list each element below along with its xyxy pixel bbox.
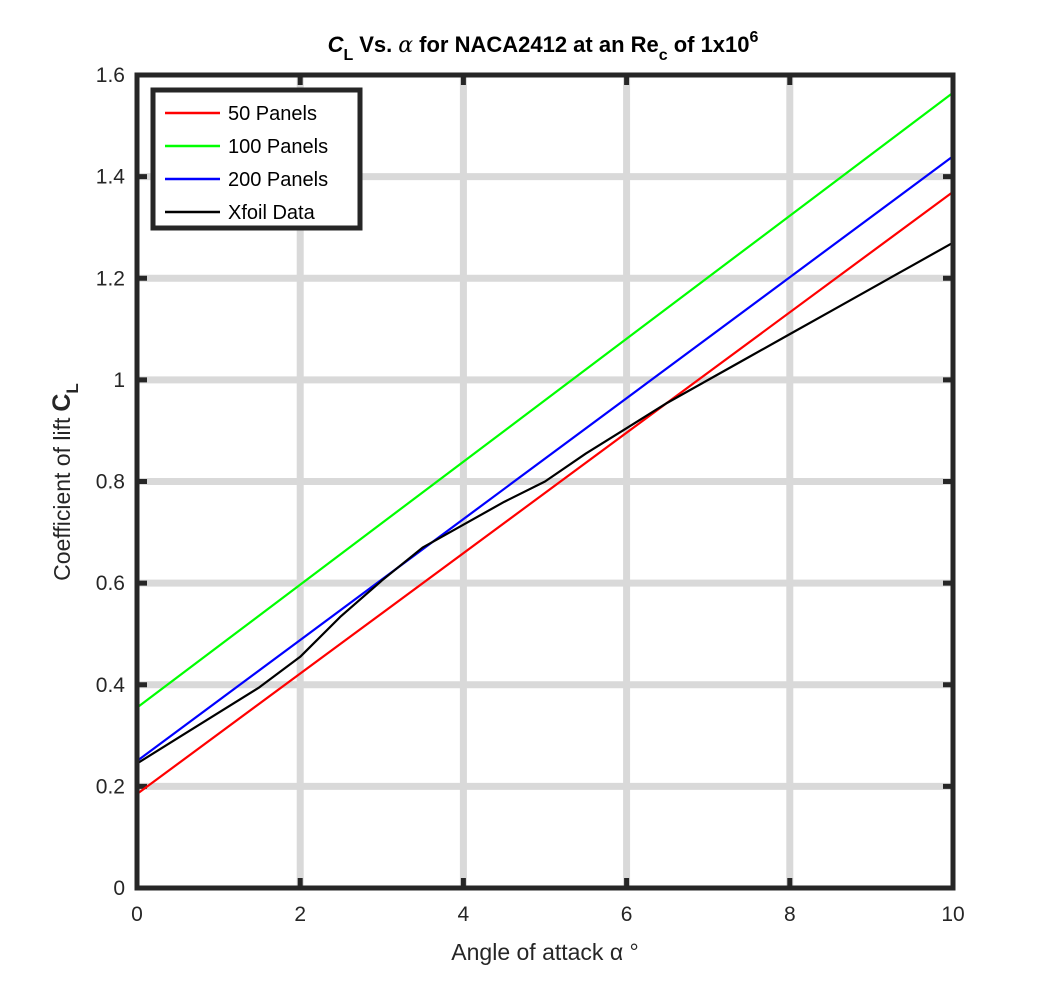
series-line-200-panels [136,155,954,762]
legend-label-xfoil-data: Xfoil Data [228,202,316,224]
y-axis-label-text: Coefficient of lift [49,417,75,581]
x-tick-label: 10 [941,903,964,926]
y-axis-label-symbol: C [48,394,76,412]
y-tick-label: 1.2 [96,267,125,290]
x-tick-label: 6 [621,903,633,926]
y-tick-label: 0.6 [96,572,125,595]
series-lines [136,91,954,795]
series-line-100-panels [136,91,954,709]
legend-label-100-panels: 100 Panels [228,136,328,158]
y-tick-label: 0.2 [96,775,125,798]
title-middle: for NACA2412 at an Re [419,32,659,57]
x-tick-label: 0 [131,903,143,926]
legend: 50 Panels 100 Panels 200 Panels Xfoil Data [150,87,363,231]
y-tick-label: 0.8 [96,471,125,494]
y-tick-label: 0.4 [96,674,126,697]
y-axis-label-subscript: L [63,383,82,393]
x-axis-label: Angle of attack α ° [451,939,638,965]
x-tick-label: 2 [294,903,306,926]
y-tick-label: 1.4 [96,166,126,189]
title-vs: Vs. [359,32,392,57]
series-line-xfoil-data [136,241,954,765]
title-exponent: 6 [750,29,759,46]
y-tick-label: 0 [113,877,125,900]
y-axis-label: Coefficient of lift CL [48,383,82,581]
title-alpha: α [398,33,413,58]
y-tick-label: 1 [113,369,125,392]
title-cl-subscript: L [343,47,353,64]
series-line-50-panels [136,190,954,795]
y-tick-label: 1.6 [96,64,125,87]
chart-title: CL Vs. α for NACA2412 at an Rec of 1x106 [328,29,759,64]
x-tick-label: 8 [784,903,796,926]
plot-frame [134,72,956,891]
title-cl-symbol: C [328,32,345,57]
legend-label-200-panels: 200 Panels [228,169,328,191]
title-of: of 1x10 [674,32,750,57]
title-re-subscript: c [659,47,668,64]
tick-labels: 0 2 4 6 8 10 0 0.2 0.4 0.6 0.8 1 1.2 1.4 1.6 [96,64,965,926]
legend-label-50-panels: 50 Panels [228,103,317,125]
x-tick-label: 4 [458,903,470,926]
